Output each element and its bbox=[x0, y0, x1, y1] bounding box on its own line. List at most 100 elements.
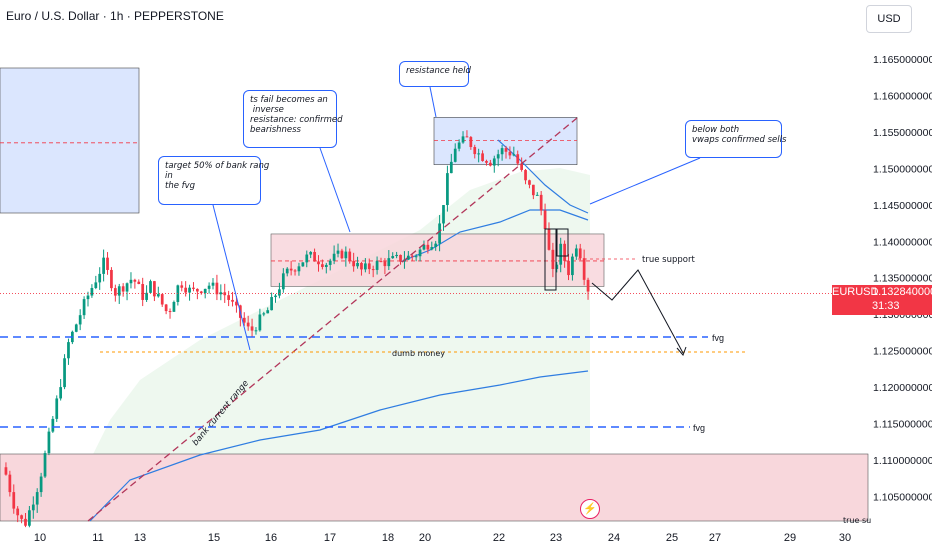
candle-body bbox=[496, 154, 500, 159]
symbol-title[interactable]: Euro / U.S. Dollar · 1h · PEPPERSTONE bbox=[6, 9, 224, 23]
candle-body bbox=[481, 153, 484, 161]
candle-body bbox=[371, 269, 375, 271]
candle-body bbox=[192, 287, 195, 289]
x-tick-label: 17 bbox=[324, 532, 336, 544]
candle-body bbox=[270, 297, 273, 311]
candle-body bbox=[219, 292, 223, 295]
candle-body bbox=[90, 287, 94, 296]
target-annotation[interactable]: target 50% of bank rang in the fvg bbox=[158, 156, 269, 205]
candle-body bbox=[418, 249, 422, 257]
x-tick-label: 20 bbox=[419, 532, 431, 544]
lower-support-zone bbox=[0, 453, 869, 522]
lightning-icon[interactable]: ⚡ bbox=[580, 499, 600, 519]
candle-body bbox=[31, 504, 35, 511]
candle-body bbox=[336, 250, 340, 254]
highlight-box bbox=[556, 228, 569, 257]
vwap-layer bbox=[89, 139, 589, 522]
candle-body bbox=[254, 330, 258, 332]
candle-body bbox=[360, 262, 363, 270]
candle-body bbox=[500, 148, 504, 155]
candle-body bbox=[125, 283, 129, 292]
candle-body bbox=[215, 282, 219, 295]
candle-body bbox=[571, 256, 574, 276]
candles bbox=[4, 130, 590, 528]
candle-body bbox=[504, 148, 508, 152]
x-tick-label: 25 bbox=[666, 532, 678, 544]
vwap-session-line bbox=[399, 209, 589, 263]
candle-body bbox=[199, 291, 203, 294]
true-support-label: true support bbox=[642, 255, 695, 265]
candle-body bbox=[348, 251, 352, 261]
candle-body bbox=[528, 180, 531, 185]
candle-body bbox=[586, 279, 590, 292]
candle-body bbox=[426, 244, 430, 250]
x-tick-label: 13 bbox=[134, 532, 146, 544]
resistance-flip-annotation[interactable]: ts fail becomes an inverse resistance: c… bbox=[243, 90, 343, 148]
candle-body bbox=[547, 229, 551, 250]
currency-button[interactable]: USD bbox=[866, 5, 912, 33]
price-label-countdown: 31:33 bbox=[872, 300, 900, 312]
candle-body bbox=[434, 243, 438, 248]
resistance-held-annotation[interactable]: resistance held bbox=[399, 61, 471, 87]
candle-body bbox=[309, 251, 313, 255]
candle-body bbox=[461, 136, 465, 143]
x-tick-label: 11 bbox=[92, 532, 103, 544]
y-tick-label: 1.160000000 bbox=[873, 90, 932, 102]
x-tick-label: 29 bbox=[784, 532, 796, 544]
candle-body bbox=[106, 257, 109, 270]
candle-body bbox=[149, 281, 152, 293]
candle-body bbox=[59, 387, 63, 399]
candle-body bbox=[305, 254, 309, 263]
below-vwaps-annotation[interactable]: below both vwaps confirmed sells bbox=[685, 120, 786, 158]
last-price-label: EURUSD 1.132840000 31:33 bbox=[832, 285, 932, 315]
candle-body bbox=[8, 474, 12, 493]
candle-body bbox=[555, 264, 559, 270]
candle-body bbox=[539, 194, 543, 211]
candle-body bbox=[196, 288, 199, 292]
highlight-box bbox=[544, 228, 557, 291]
vwaps-callout-pointer bbox=[589, 157, 701, 205]
y-tick-label: 1.135000000 bbox=[873, 273, 932, 285]
candle-body bbox=[12, 492, 16, 509]
candle-body bbox=[180, 285, 184, 288]
candle-body bbox=[410, 255, 414, 257]
candle-body bbox=[324, 264, 328, 267]
candle-body bbox=[39, 476, 43, 493]
candle-body bbox=[246, 322, 250, 327]
projection-path bbox=[591, 269, 684, 354]
y-tick-label: 1.155000000 bbox=[873, 127, 932, 139]
candle-body bbox=[188, 287, 191, 293]
candle-body bbox=[430, 247, 434, 250]
candle-body bbox=[313, 251, 316, 262]
candle-body bbox=[74, 324, 78, 332]
x-tick-label: 15 bbox=[208, 532, 220, 544]
held-callout-pointer bbox=[429, 86, 437, 118]
y-tick-label: 1.115000000 bbox=[873, 419, 932, 431]
candle-body bbox=[184, 287, 188, 293]
candle-body bbox=[375, 261, 379, 270]
candle-body bbox=[153, 281, 156, 297]
candle-body bbox=[414, 256, 418, 258]
candle-body bbox=[156, 294, 160, 297]
candle-body bbox=[363, 263, 367, 270]
candle-body bbox=[465, 136, 469, 138]
candle-body bbox=[137, 281, 141, 285]
candle-body bbox=[250, 326, 254, 331]
candle-body bbox=[262, 313, 266, 315]
y-tick-label: 1.125000000 bbox=[873, 346, 932, 358]
x-tick-label: 16 bbox=[265, 532, 277, 544]
candle-body bbox=[383, 261, 387, 267]
candle-body bbox=[203, 288, 207, 294]
candle-body bbox=[563, 243, 566, 261]
x-tick-label: 27 bbox=[709, 532, 721, 544]
candle-body bbox=[227, 295, 231, 300]
candle-body bbox=[98, 273, 102, 283]
candle-body bbox=[278, 289, 281, 296]
candle-body bbox=[164, 304, 168, 312]
candle-body bbox=[160, 294, 164, 305]
candle-body bbox=[117, 286, 121, 296]
candle-body bbox=[399, 254, 402, 262]
candle-body bbox=[317, 261, 320, 265]
candle-body bbox=[379, 261, 383, 263]
candle-body bbox=[141, 284, 145, 300]
